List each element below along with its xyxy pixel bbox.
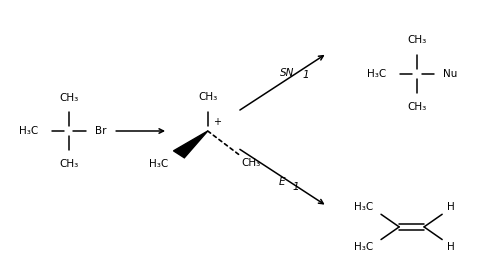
Text: CH₃: CH₃: [198, 92, 218, 102]
Text: CH₃: CH₃: [407, 102, 426, 112]
Text: Br: Br: [95, 126, 106, 136]
Text: CH₃: CH₃: [241, 158, 260, 168]
Text: H₃C: H₃C: [19, 126, 38, 136]
Text: CH₃: CH₃: [59, 93, 78, 103]
Text: +: +: [212, 117, 220, 127]
Text: H₃C: H₃C: [354, 202, 374, 212]
Text: H: H: [447, 242, 455, 252]
Text: H₃C: H₃C: [368, 69, 386, 79]
Text: SN: SN: [280, 68, 294, 78]
Text: 1: 1: [303, 70, 310, 80]
Text: H₃C: H₃C: [148, 159, 168, 169]
Text: Nu: Nu: [443, 69, 458, 79]
Text: H₃C: H₃C: [354, 242, 374, 252]
Text: E: E: [279, 177, 285, 187]
Polygon shape: [174, 131, 208, 158]
Text: 1: 1: [293, 182, 300, 192]
Text: CH₃: CH₃: [407, 35, 426, 45]
Text: H: H: [447, 202, 455, 212]
Text: CH₃: CH₃: [59, 159, 78, 169]
